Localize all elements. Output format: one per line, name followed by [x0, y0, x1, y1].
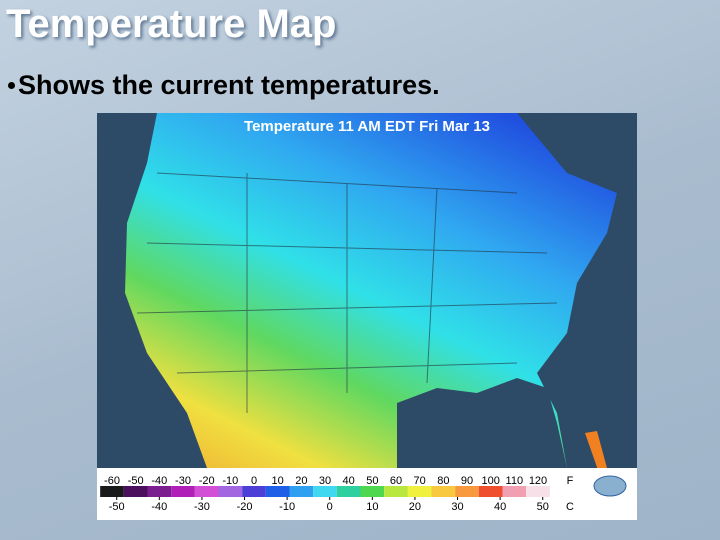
scale-cell	[242, 486, 266, 497]
state-borders	[136, 172, 558, 413]
fahrenheit-label: 50	[366, 475, 378, 487]
logo	[593, 475, 627, 497]
scale-cell	[265, 486, 290, 497]
celsius-unit: C	[566, 501, 574, 513]
scale-cell	[502, 486, 527, 497]
celsius-label: 30	[451, 501, 463, 513]
scale-cell	[455, 486, 479, 497]
scale-cell	[384, 486, 408, 497]
celsius-label: 10	[366, 501, 378, 513]
fahrenheit-label: 120	[529, 475, 547, 487]
fahrenheit-label: 100	[481, 475, 499, 487]
scale-cell	[123, 486, 148, 497]
florida	[585, 431, 607, 473]
celsius-label: 0	[327, 501, 333, 513]
fahrenheit-label: 20	[295, 475, 307, 487]
fahrenheit-label: -20	[199, 475, 215, 487]
scale-cell	[478, 486, 503, 497]
scale-cell	[407, 486, 432, 497]
scale-cell	[171, 486, 195, 497]
scale-cell	[147, 486, 172, 497]
slide-title: Temperature Map	[6, 2, 337, 46]
scale-cell	[431, 486, 456, 497]
celsius-label: -40	[151, 501, 167, 513]
fahrenheit-label: 10	[272, 475, 284, 487]
bullet-item: Shows the current temperatures.	[8, 70, 440, 101]
fahrenheit-label: 60	[390, 475, 402, 487]
atlantic-ocean	[517, 113, 637, 468]
scale-cell	[289, 486, 314, 497]
temperature-map: Temperature 11 AM EDT Fri Mar 13 -60 -50 -4…	[97, 113, 637, 520]
scale-cell	[194, 486, 219, 497]
fahrenheit-unit: F	[567, 475, 574, 487]
scale-cell	[218, 486, 243, 497]
fahrenheit-label: 70	[414, 475, 426, 487]
fahrenheit-label: -30	[175, 475, 191, 487]
scale-cell	[360, 486, 385, 497]
celsius-label: -10	[279, 501, 295, 513]
gulf-of-mexico	[397, 378, 567, 468]
bullet-dot	[8, 82, 15, 89]
fahrenheit-label: -40	[151, 475, 167, 487]
celsius-label: -20	[237, 501, 253, 513]
celsius-label: 50	[537, 501, 549, 513]
scale-cell	[100, 486, 124, 497]
fahrenheit-label: -50	[128, 475, 144, 487]
scale-cell	[313, 486, 337, 497]
celsius-label: 20	[409, 501, 421, 513]
celsius-label: -50	[109, 501, 125, 513]
scale-cell	[526, 486, 550, 497]
celsius-label: 40	[494, 501, 506, 513]
scale-cell	[336, 486, 361, 497]
fahrenheit-label: 30	[319, 475, 331, 487]
fahrenheit-label: 0	[251, 475, 257, 487]
fahrenheit-label: 110	[506, 475, 524, 487]
pacific-ocean	[97, 113, 207, 468]
fahrenheit-label: 80	[437, 475, 449, 487]
fahrenheit-label: 90	[461, 475, 473, 487]
map-title: Temperature 11 AM EDT Fri Mar 13	[244, 118, 490, 135]
fahrenheit-label: -60	[104, 475, 120, 487]
fahrenheit-label: -10	[222, 475, 238, 487]
celsius-label: -30	[194, 501, 210, 513]
fahrenheit-label: 40	[343, 475, 355, 487]
bullet-text: Shows the current temperatures.	[18, 70, 440, 100]
